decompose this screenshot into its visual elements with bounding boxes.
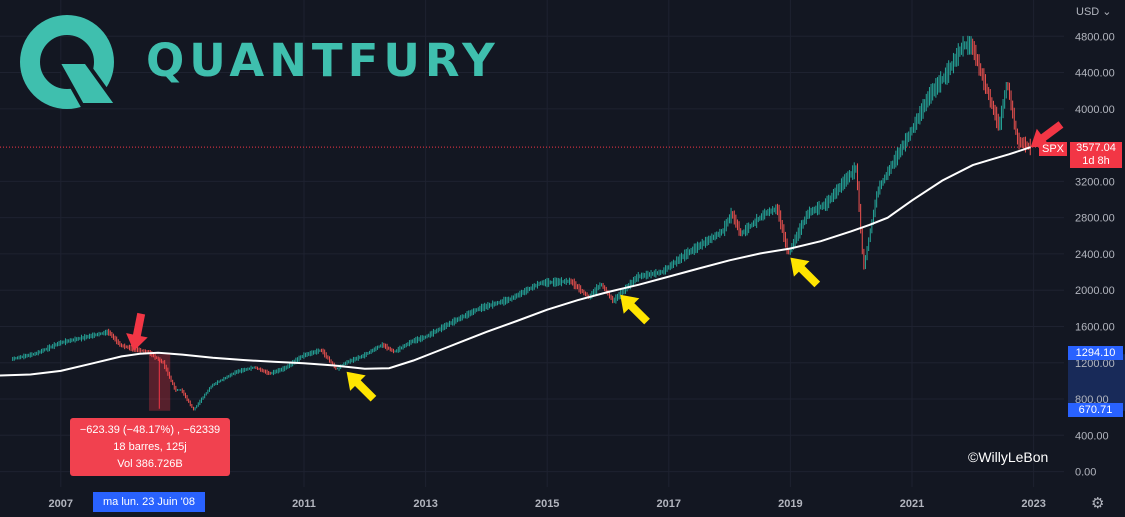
moving-average: [0, 146, 1031, 377]
y-tick-label: 4400.00: [1075, 68, 1115, 80]
candles: [12, 35, 1031, 411]
x-tick-label: 2021: [900, 498, 924, 510]
x-tick-label: 2011: [292, 498, 316, 510]
x-tick-label: 2007: [49, 498, 73, 510]
arrow-icon: [620, 294, 650, 325]
y-tick-label: 4800.00: [1075, 31, 1115, 43]
x-tick-label: 2013: [413, 498, 437, 510]
y-tick-label: 3200.00: [1075, 176, 1115, 188]
symbol-tag: SPX: [1039, 142, 1067, 156]
y-tick-label: 1600.00: [1075, 321, 1115, 333]
range-lower-tag: 670.71: [1068, 403, 1123, 417]
last-price-tag: 3577.04 1d 8h: [1070, 142, 1122, 168]
y-tick-label: 2800.00: [1075, 213, 1115, 225]
y-tick-label: 1200.00: [1075, 358, 1115, 370]
price-range-highlight: [1068, 354, 1125, 411]
y-tick-label: 2400.00: [1075, 249, 1115, 261]
y-tick-label: 400.00: [1075, 430, 1109, 442]
currency-selector[interactable]: USD ⌄: [1076, 5, 1112, 18]
y-tick-label: 0.00: [1075, 467, 1096, 479]
moving-average-line: [0, 146, 1031, 377]
arrow-icon: [126, 312, 148, 351]
arrow-icon: [790, 257, 821, 288]
y-tick-label: 2000.00: [1075, 285, 1115, 297]
arrow-icon: [346, 371, 377, 402]
watermark: ©WillyLeBon: [968, 449, 1049, 465]
annotations: [126, 121, 1125, 411]
x-tick-label: 2015: [535, 498, 559, 510]
arrow-icon: [1030, 121, 1064, 148]
measure-tooltip: −623.39 (−48.17%) , −62339 18 barres, 12…: [70, 418, 230, 476]
brand-name: QUANTFURY: [146, 34, 500, 87]
measure-bars: 18 barres, 125j: [113, 441, 187, 453]
last-price-value: 3577.04: [1076, 142, 1116, 154]
quantfury-logo: [20, 15, 121, 109]
x-tick-label: 2017: [657, 498, 681, 510]
chevron-down-icon: ⌄: [1102, 6, 1112, 18]
measure-change: −623.39 (−48.17%) , −62339: [79, 424, 221, 436]
currency-label: USD: [1076, 6, 1100, 18]
crosshair-date-label: ma lun. 23 Juin '08: [93, 492, 205, 512]
range-upper-tag: 1294.10: [1068, 346, 1123, 360]
axes: 4800.00 4400.00 4000.00 3200.00 2800.00 2400.…: [49, 31, 1115, 510]
gear-icon[interactable]: ⚙: [1091, 495, 1105, 512]
x-tick-label: 2023: [1021, 498, 1045, 510]
bar-countdown: 1d 8h: [1082, 155, 1110, 167]
y-tick-label: 4000.00: [1075, 104, 1115, 116]
measure-volume: Vol 386.726B: [117, 458, 183, 470]
x-tick-label: 2019: [778, 498, 802, 510]
